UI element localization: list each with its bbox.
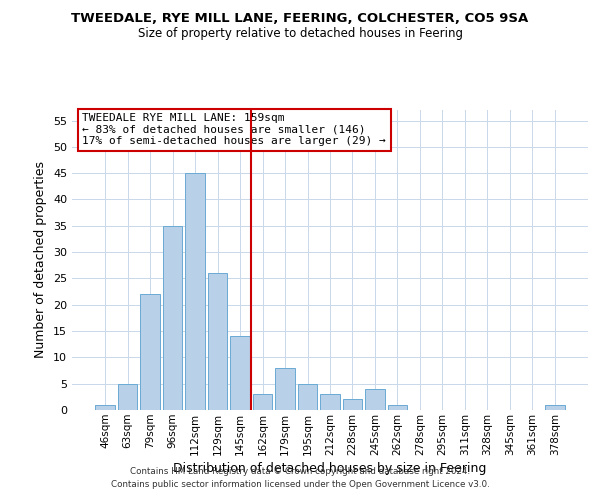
Text: Size of property relative to detached houses in Feering: Size of property relative to detached ho…: [137, 28, 463, 40]
Bar: [545, 404, 565, 410]
Y-axis label: Number of detached properties: Number of detached properties: [34, 162, 47, 358]
Bar: [118, 384, 137, 410]
Bar: [95, 404, 115, 410]
Text: Contains public sector information licensed under the Open Government Licence v3: Contains public sector information licen…: [110, 480, 490, 489]
Bar: [388, 404, 407, 410]
Bar: [275, 368, 295, 410]
Text: Contains HM Land Registry data © Crown copyright and database right 2024.: Contains HM Land Registry data © Crown c…: [130, 467, 470, 476]
Bar: [320, 394, 340, 410]
Text: TWEEDALE RYE MILL LANE: 159sqm
← 83% of detached houses are smaller (146)
17% of: TWEEDALE RYE MILL LANE: 159sqm ← 83% of …: [82, 113, 386, 146]
Bar: [163, 226, 182, 410]
Bar: [208, 273, 227, 410]
Bar: [140, 294, 160, 410]
Bar: [343, 400, 362, 410]
X-axis label: Distribution of detached houses by size in Feering: Distribution of detached houses by size …: [173, 462, 487, 475]
Bar: [230, 336, 250, 410]
Text: TWEEDALE, RYE MILL LANE, FEERING, COLCHESTER, CO5 9SA: TWEEDALE, RYE MILL LANE, FEERING, COLCHE…: [71, 12, 529, 26]
Bar: [298, 384, 317, 410]
Bar: [185, 173, 205, 410]
Bar: [365, 389, 385, 410]
Bar: [253, 394, 272, 410]
